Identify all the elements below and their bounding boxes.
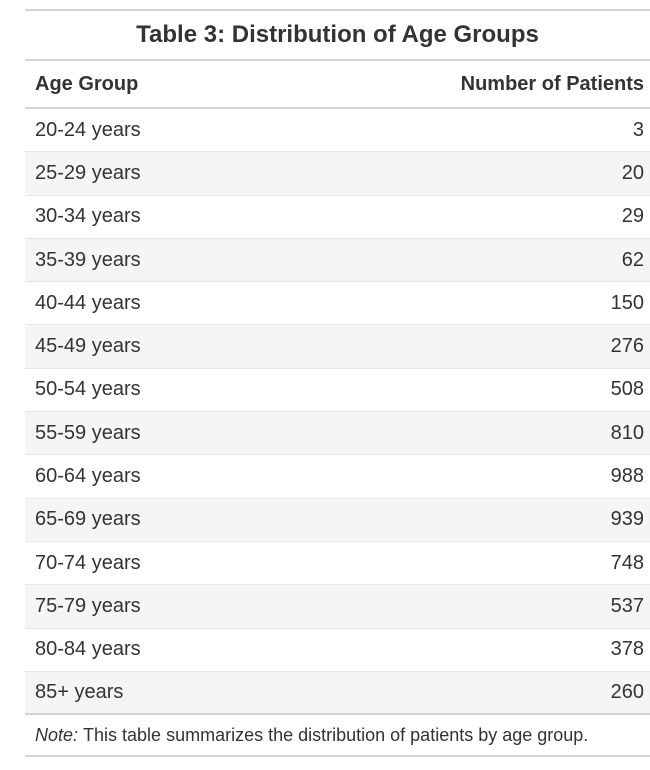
table-row: 35-39 years 62 — [25, 238, 650, 283]
cell-age-group: 85+ years — [35, 681, 124, 703]
cell-age-group: 35-39 years — [35, 248, 141, 271]
cell-number-of-patients: 508 — [610, 378, 644, 401]
cell-number-of-patients: 260 — [610, 681, 644, 703]
cell-number-of-patients: 939 — [610, 508, 644, 531]
table-row: 85+ years 260 — [25, 671, 650, 716]
table-row: 70-74 years 748 — [25, 542, 650, 586]
cell-number-of-patients: 378 — [610, 638, 644, 661]
header-number-of-patients: Number of Patients — [460, 72, 644, 95]
table-row: 20-24 years 3 — [25, 109, 650, 153]
cell-age-group: 40-44 years — [35, 291, 141, 314]
cell-number-of-patients: 20 — [621, 161, 644, 184]
table-row: 50-54 years 508 — [25, 369, 650, 413]
table-title: Table 3: Distribution of Age Groups — [25, 9, 650, 61]
cell-age-group: 70-74 years — [35, 551, 141, 574]
age-distribution-table: Table 3: Distribution of Age Groups Age … — [25, 9, 650, 758]
table-body: 20-24 years 3 25-29 years 20 30-34 years 29 35… — [25, 109, 650, 716]
table-row: 65-69 years 939 — [25, 498, 650, 542]
table-row: 75-79 years 537 — [25, 585, 650, 629]
table-row: 45-49 years 276 — [25, 325, 650, 369]
cell-number-of-patients: 988 — [610, 465, 644, 488]
cell-number-of-patients: 3 — [632, 118, 644, 141]
table-header-row: Age Group Number of Patients — [25, 61, 650, 109]
cell-number-of-patients: 537 — [610, 594, 644, 617]
cell-number-of-patients: 29 — [621, 205, 644, 228]
cell-number-of-patients: 150 — [610, 291, 644, 314]
table-row: 40-44 years 150 — [25, 282, 650, 326]
note-label: Note: — [35, 724, 79, 745]
cell-number-of-patients: 748 — [610, 551, 644, 574]
table-row: 30-34 years 29 — [25, 196, 650, 239]
cell-age-group: 75-79 years — [35, 594, 141, 617]
cell-age-group: 60-64 years — [35, 465, 141, 488]
cell-age-group: 80-84 years — [35, 638, 141, 661]
cell-number-of-patients: 810 — [610, 421, 644, 444]
cell-age-group: 30-34 years — [35, 205, 141, 228]
table-row: 55-59 years 810 — [25, 412, 650, 456]
table-row: 80-84 years 378 — [25, 629, 650, 672]
cell-age-group: 55-59 years — [35, 421, 141, 444]
cell-age-group: 65-69 years — [35, 508, 141, 531]
table-note: Note: This table summarizes the distribu… — [25, 715, 650, 758]
cell-number-of-patients: 276 — [610, 335, 644, 358]
cell-number-of-patients: 62 — [621, 248, 644, 271]
table-row: 60-64 years 988 — [25, 455, 650, 499]
cell-age-group: 25-29 years — [35, 161, 141, 184]
cell-age-group: 50-54 years — [35, 378, 141, 401]
note-text: This table summarizes the distribution o… — [83, 724, 589, 745]
header-age-group: Age Group — [35, 72, 139, 95]
table-row: 25-29 years 20 — [25, 152, 650, 196]
cell-age-group: 45-49 years — [35, 335, 141, 358]
cell-age-group: 20-24 years — [35, 118, 141, 141]
